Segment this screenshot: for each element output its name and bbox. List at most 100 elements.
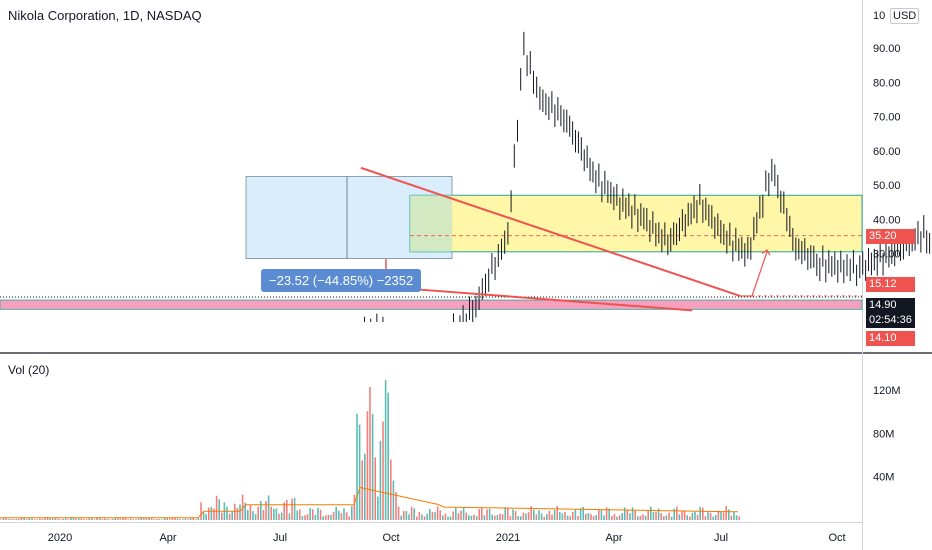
volume-bar	[348, 516, 350, 520]
volume-bar	[413, 508, 415, 520]
volume-bar	[210, 507, 213, 520]
currency-label[interactable]: USD	[890, 8, 920, 24]
volume-bar	[364, 453, 366, 520]
volume-bar	[132, 519, 135, 520]
volume-bar	[517, 516, 519, 520]
volume-bar	[548, 510, 551, 520]
volume-bar	[278, 513, 280, 520]
volume-bar	[720, 512, 722, 520]
volume-bar	[122, 517, 124, 520]
price-tick-label: 80.00	[873, 77, 901, 89]
volume-bar	[374, 457, 376, 520]
volume-bar	[522, 512, 525, 520]
volume-bar	[241, 494, 244, 520]
volume-bar	[135, 519, 137, 520]
volume-bar	[652, 512, 655, 520]
volume-bar	[538, 510, 540, 520]
price-tick-label: 50.00	[873, 180, 901, 192]
volume-bar	[39, 518, 41, 520]
volume-bar	[665, 515, 668, 520]
volume-bar	[507, 508, 509, 520]
volume-bar	[275, 508, 278, 520]
volume-bar	[239, 504, 241, 520]
volume-bar	[161, 519, 163, 520]
volume-bar	[163, 518, 166, 520]
volume-bar	[314, 514, 317, 520]
volume-bar	[585, 514, 587, 520]
volume-bar	[15, 518, 18, 520]
volume-bar	[400, 515, 402, 520]
volume-bar	[33, 519, 36, 520]
volume-bar	[423, 516, 426, 520]
price-tick-label: 90.00	[873, 43, 901, 55]
volume-bar	[0, 519, 2, 520]
volume-bar	[353, 494, 356, 520]
time-tick-label: Jul	[714, 532, 728, 544]
volume-bar	[301, 516, 304, 520]
volume-bar	[447, 516, 449, 520]
volume-bar	[483, 515, 486, 520]
volume-bar	[148, 517, 150, 520]
price-tick-label: 10	[873, 10, 885, 22]
volume-bar	[150, 518, 153, 520]
volume-bar	[504, 507, 506, 520]
volume-bar	[525, 513, 527, 520]
time-tick-label: Apr	[159, 532, 176, 544]
volume-bar	[70, 517, 72, 520]
volume-bar	[88, 518, 90, 520]
volume-bar	[457, 513, 460, 520]
volume-bar	[431, 511, 434, 520]
volume-bar	[10, 519, 12, 520]
volume-bar	[634, 510, 636, 520]
volume-bar	[13, 519, 15, 520]
volume-bar	[215, 495, 218, 520]
volume-bar	[546, 514, 548, 520]
volume-bar	[416, 516, 418, 520]
volume-bar	[309, 508, 311, 520]
volume-tick-label: 120M	[873, 385, 901, 397]
volume-bar	[72, 517, 75, 520]
volume-bar	[205, 514, 207, 520]
volume-bar	[127, 519, 129, 520]
volume-bar	[182, 519, 184, 520]
volume-bar	[496, 515, 499, 520]
volume-bar	[566, 515, 569, 520]
trendline-upper	[360, 166, 741, 297]
volume-bar	[208, 507, 210, 520]
volume-bar	[78, 518, 80, 520]
volume-bar	[244, 502, 246, 520]
zone-overlap	[410, 195, 452, 252]
volume-bar	[681, 510, 683, 520]
volume-bar	[470, 515, 473, 520]
volume-bar	[660, 513, 662, 520]
volume-bar	[678, 514, 681, 520]
volume-bar	[197, 517, 200, 520]
volume-bar	[59, 519, 62, 520]
volume-bar	[462, 507, 465, 520]
volume-bar	[267, 495, 270, 520]
volume-bar	[509, 516, 512, 520]
volume-bar	[283, 502, 285, 520]
volume-bar	[603, 515, 605, 520]
volume-bar	[387, 392, 389, 520]
volume-bar	[639, 515, 642, 520]
projection-arrow	[740, 251, 768, 297]
volume-bar	[247, 509, 249, 520]
volume-bar	[442, 515, 444, 520]
volume-bar	[145, 518, 148, 520]
price-tick-label: 70.00	[873, 112, 901, 124]
volume-bar	[582, 506, 584, 520]
volume-bar	[228, 513, 231, 520]
volume-bar	[109, 519, 111, 520]
volume-bar	[254, 514, 257, 520]
volume-bar	[512, 509, 514, 520]
volume-bar	[686, 515, 688, 520]
volume-bar	[361, 460, 363, 520]
volume-bar	[715, 514, 717, 520]
volume-bar	[46, 517, 49, 520]
volume-bar	[293, 497, 296, 520]
volume-bar	[179, 519, 181, 520]
volume-bar	[439, 510, 441, 520]
volume-bar	[647, 510, 649, 520]
